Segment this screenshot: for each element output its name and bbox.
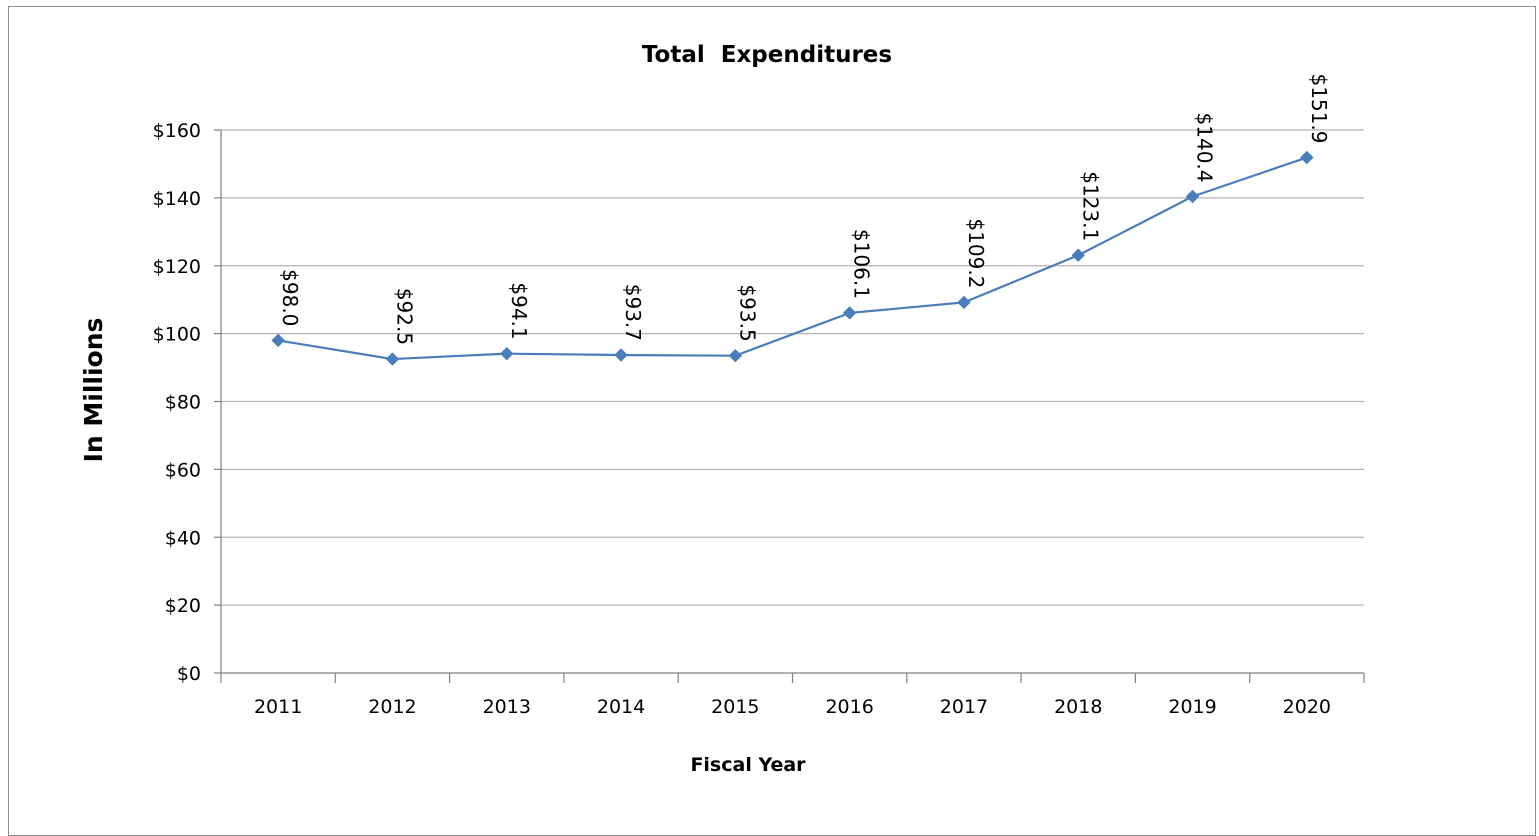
data-label-2020: $151.9 — [1307, 74, 1331, 144]
data-point-2019 — [1185, 189, 1200, 204]
gridlines — [221, 129, 1364, 606]
data-label-2012: $92.5 — [392, 288, 416, 345]
data-point-2017 — [957, 295, 971, 310]
x-tick-label: 2013 — [483, 696, 531, 718]
x-tick-label: 2020 — [1283, 696, 1331, 718]
data-label-2018: $123.1 — [1078, 171, 1102, 241]
x-tick-label: 2016 — [825, 696, 873, 718]
data-labels: $98.0 $92.5 $94.1 $93.7 $93.5 $106.1 $109.2 $12… — [278, 74, 1331, 346]
x-tick-label: 2012 — [368, 696, 416, 718]
data-point-2016 — [842, 306, 857, 320]
x-tick-label: 2017 — [940, 696, 988, 718]
data-label-2014: $93.7 — [621, 284, 645, 341]
x-tick-label: 2014 — [597, 696, 645, 718]
y-axis-title: In Millions — [79, 318, 108, 463]
data-label-2015: $93.5 — [735, 284, 759, 341]
y-tick-label: $100 — [153, 324, 201, 346]
x-axis-title: Fiscal Year — [690, 754, 806, 776]
y-tick-label: $80 — [165, 392, 201, 414]
data-point-2018 — [1071, 248, 1085, 262]
data-label-2016: $106.1 — [850, 229, 874, 299]
axes: $0 $20 $40 $60 $80 $100 $120 $140 $160 2011 2012 20… — [153, 120, 1365, 718]
data-point-2014 — [614, 348, 628, 362]
data-point-2013 — [500, 346, 514, 361]
x-tick-label: 2015 — [711, 696, 759, 718]
data-point-2011 — [271, 333, 285, 348]
x-tick-label: 2019 — [1168, 696, 1216, 718]
y-tick-label: $60 — [165, 459, 201, 481]
data-label-2013: $94.1 — [507, 282, 531, 339]
y-tick-label: $120 — [153, 256, 201, 278]
y-tick-label: $20 — [165, 595, 201, 617]
data-label-2017: $109.2 — [964, 218, 988, 288]
data-point-2012 — [385, 352, 400, 366]
chart-title: Total Expenditures — [642, 42, 892, 68]
x-tick-label: 2018 — [1054, 696, 1102, 718]
y-tick-label: $140 — [153, 188, 201, 210]
data-point-2015 — [728, 348, 743, 363]
series-line — [277, 156, 1308, 361]
data-label-2011: $98.0 — [278, 269, 302, 326]
data-label-2019: $140.4 — [1193, 113, 1217, 183]
data-point-2020 — [1300, 150, 1314, 165]
series-layer — [271, 150, 1314, 366]
y-tick-label: $0 — [177, 663, 201, 685]
x-tick-label: 2011 — [254, 696, 302, 718]
y-tick-label: $40 — [165, 527, 201, 549]
y-tick-label: $160 — [153, 120, 201, 142]
